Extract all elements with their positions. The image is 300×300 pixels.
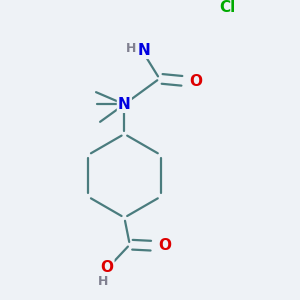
Text: N: N: [138, 43, 150, 58]
Text: O: O: [189, 74, 202, 89]
Text: H: H: [98, 274, 108, 287]
Text: H: H: [125, 43, 136, 56]
Text: Cl: Cl: [219, 0, 235, 15]
Text: N: N: [118, 97, 131, 112]
Text: O: O: [158, 238, 171, 253]
Text: O: O: [100, 260, 113, 274]
